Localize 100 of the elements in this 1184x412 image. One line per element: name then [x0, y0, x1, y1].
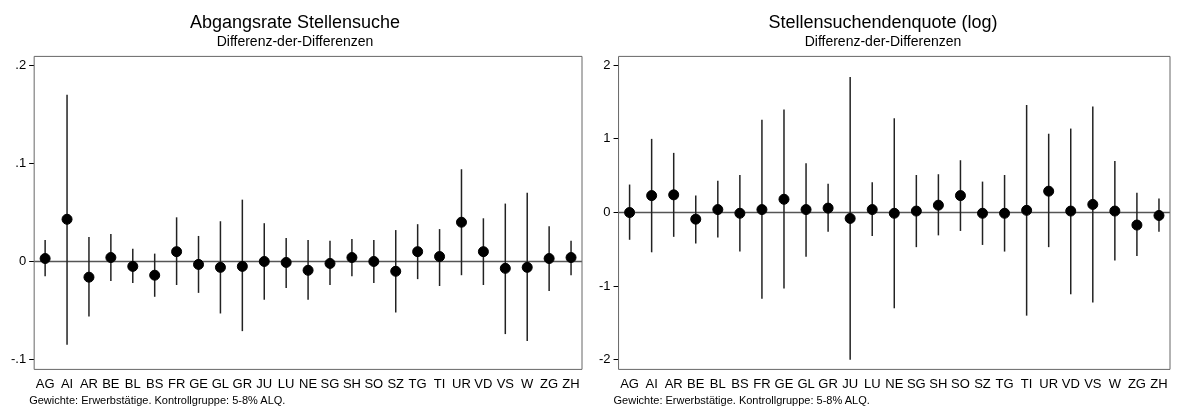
- point: [565, 252, 577, 264]
- x-tick-label: NE: [299, 375, 318, 391]
- x-tick-label: SG: [320, 375, 340, 391]
- chart-subtitle: Differenz-der-Differenzen: [216, 32, 374, 49]
- x-tick-label: JU: [842, 375, 859, 391]
- point: [171, 246, 183, 258]
- point: [646, 190, 658, 202]
- point: [756, 204, 768, 216]
- y-tick-label: .1: [15, 154, 27, 170]
- point: [83, 271, 95, 283]
- point: [543, 253, 555, 265]
- x-tick-label: SH: [929, 375, 948, 391]
- point: [954, 190, 966, 202]
- x-tick-label: VS: [496, 375, 515, 391]
- x-tick-label: GR: [818, 375, 838, 391]
- point: [822, 202, 834, 214]
- x-tick-label: TI: [1020, 375, 1033, 391]
- x-tick-label: TG: [995, 375, 1014, 391]
- point: [61, 213, 73, 225]
- x-tick-label: GL: [797, 375, 815, 391]
- x-tick-label: W: [521, 375, 535, 391]
- x-tick-label: SZ: [387, 375, 405, 391]
- point: [324, 257, 336, 269]
- x-tick-label: AR: [664, 375, 683, 391]
- point: [932, 199, 944, 211]
- point: [1021, 204, 1033, 216]
- x-tick-label: VD: [474, 375, 493, 391]
- x-tick-label: AI: [60, 375, 74, 391]
- point: [888, 207, 900, 219]
- x-tick-label: GL: [211, 375, 230, 391]
- point: [149, 269, 161, 281]
- x-tick-label: TG: [408, 375, 427, 391]
- x-tick-label: UR: [452, 375, 471, 391]
- chart-subtitle: Differenz-der-Differenzen: [804, 32, 962, 49]
- point: [258, 255, 270, 267]
- x-tick-label: W: [1108, 375, 1122, 391]
- text: Gewichte: Erwerbstätige. Kontrollgruppe: 5-8% ALQ.: [613, 393, 870, 406]
- point: [1087, 198, 1099, 210]
- x-tick-label: SO: [364, 375, 384, 391]
- y-tick-label: -.1: [11, 351, 27, 367]
- y-tick-label: 1: [603, 130, 611, 146]
- x-tick-label: VS: [1084, 375, 1102, 391]
- point: [193, 258, 205, 270]
- x-tick-label: SH: [342, 375, 361, 391]
- x-tick-label: TI: [433, 375, 446, 391]
- x-tick-label: ZG: [1127, 375, 1146, 391]
- x-tick-label: BS: [731, 375, 749, 391]
- x-tick-label: ZG: [540, 375, 559, 391]
- point: [368, 255, 380, 267]
- point: [1131, 219, 1143, 231]
- x-tick-label: BS: [146, 375, 164, 391]
- x-tick-label: AG: [620, 375, 639, 391]
- x-tick-label: AR: [79, 375, 98, 391]
- point: [712, 204, 724, 216]
- point: [390, 265, 402, 277]
- x-tick-label: BL: [709, 375, 726, 391]
- point: [1043, 185, 1055, 197]
- x-tick-label: ZH: [562, 375, 580, 391]
- point: [236, 260, 248, 272]
- point: [499, 262, 511, 274]
- point: [1109, 205, 1121, 217]
- x-tick-label: ZH: [1150, 375, 1168, 391]
- point: [1153, 209, 1165, 221]
- point: [280, 256, 292, 268]
- point: [412, 246, 424, 258]
- point: [668, 189, 680, 201]
- point: [866, 204, 878, 216]
- point: [39, 253, 51, 265]
- point: [624, 207, 636, 219]
- point: [477, 246, 489, 258]
- x-tick-label: FR: [167, 375, 186, 391]
- point: [1065, 205, 1077, 217]
- point: [434, 251, 446, 263]
- x-tick-label: LU: [277, 375, 295, 391]
- x-tick-label: VD: [1061, 375, 1080, 391]
- point: [346, 252, 358, 264]
- point: [977, 207, 989, 219]
- chart-title: Abgangsrate Stellensuche: [189, 11, 401, 32]
- point: [844, 212, 856, 224]
- point: [127, 260, 139, 272]
- y-tick-label: .2: [15, 56, 27, 72]
- point: [521, 261, 533, 273]
- x-tick-label: JU: [256, 375, 273, 391]
- x-tick-label: AI: [645, 375, 658, 391]
- point: [690, 213, 702, 225]
- chart-title: Stellensuchendenquote (log): [768, 11, 998, 32]
- x-tick-label: AG: [35, 375, 55, 391]
- point: [302, 264, 314, 276]
- point: [734, 207, 746, 219]
- x-tick-label: BL: [124, 375, 141, 391]
- x-tick-label: SG: [906, 375, 926, 391]
- x-tick-label: NE: [885, 375, 904, 391]
- x-tick-label: SZ: [974, 375, 991, 391]
- x-tick-label: FR: [753, 375, 771, 391]
- x-tick-label: GR: [232, 375, 253, 391]
- y-tick-label: 2: [603, 56, 611, 72]
- y-tick-label: -1: [599, 277, 611, 293]
- x-tick-label: GE: [774, 375, 794, 391]
- y-tick-label: 0: [603, 204, 611, 220]
- y-tick-label: -2: [599, 351, 611, 367]
